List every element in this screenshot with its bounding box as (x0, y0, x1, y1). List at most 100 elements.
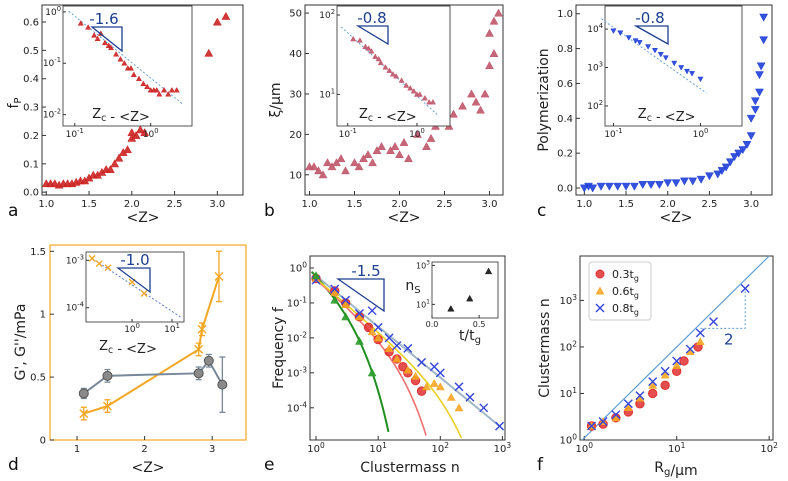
data-point (368, 158, 377, 167)
y-tick-label: 0.3 (23, 103, 39, 114)
inset-plot: 0.0 0.5 101 103 t/tg nS (405, 259, 499, 346)
data-point (309, 162, 319, 171)
inset-data-point (117, 56, 124, 62)
data-point (372, 146, 382, 154)
x-axis-label: Clustermass n (360, 460, 460, 476)
data-point (422, 382, 431, 391)
inset-y-tick-label: 101 (416, 298, 430, 309)
inset-y-tick-label: 102 (587, 99, 603, 112)
y-tick-label: 10-1 (287, 295, 307, 309)
panel-d-moduli-vs-z: 1 2 3 0 0.5 1 1.5 <Z> G', G''/mPa 100 101 10-4 10-3 -… (13, 244, 247, 476)
inset-x-tick-label: 100 (693, 127, 709, 140)
inset-data-point (101, 39, 109, 46)
inset-x-tick-label: 100 (409, 127, 425, 140)
data-point (713, 170, 723, 179)
data-point (688, 177, 698, 186)
inset-data-point (683, 68, 691, 75)
data-point (135, 125, 145, 134)
data-point (717, 167, 727, 176)
data-point (596, 182, 606, 191)
y-tick-label: 0.2 (557, 149, 573, 160)
panel-letter-e: e (264, 455, 274, 475)
slope-triangle (355, 25, 389, 46)
inset-frame (85, 251, 185, 323)
data-point (214, 271, 224, 281)
inset-x-tick-label: 0.5 (473, 320, 486, 329)
legend-marker (595, 286, 605, 295)
legend-label: 0.3tg (612, 268, 639, 283)
data-point (604, 182, 614, 191)
x-tick-label: 3.0 (209, 199, 225, 210)
inset-data-point (135, 75, 142, 82)
data-point (203, 355, 214, 366)
fit-line (581, 255, 770, 441)
x-tick-label: 1.5 (618, 199, 634, 210)
x-tick-label: 2.5 (167, 199, 183, 210)
data-point (318, 170, 328, 179)
inset-y-tick-label: 10-3 (66, 253, 84, 266)
inset-data-point (678, 65, 685, 71)
data-point (598, 416, 608, 426)
data-point (458, 101, 467, 110)
y-tick-label: 30 (289, 89, 302, 100)
inset-data-point (426, 98, 433, 105)
inset-data-point (617, 30, 624, 36)
inset-data-point (651, 48, 658, 54)
data-point (392, 341, 402, 351)
legend-marker (595, 269, 605, 279)
y-axis-label: ξ/µm (268, 82, 284, 117)
slope-label: -1.0 (120, 251, 149, 269)
x-axis-label: <Z> (659, 210, 692, 226)
data-point (106, 164, 115, 173)
data-point (480, 89, 490, 98)
data-point (422, 141, 431, 150)
y-tick-label: 100 (559, 433, 577, 447)
data-point (354, 162, 364, 171)
y-tick-label: 103 (559, 293, 577, 307)
inset-data-point (398, 77, 405, 83)
slope-triangle (116, 267, 151, 294)
data-point (193, 368, 204, 379)
y-tick-label: 0.5 (23, 46, 39, 57)
data-point (479, 403, 489, 413)
y-tick-label: 0.6 (23, 18, 39, 29)
data-point (635, 391, 645, 401)
data-point (446, 392, 456, 401)
y-tick-label: 0.5 (30, 373, 46, 384)
inset-data-point (161, 86, 168, 93)
inset-data-point (91, 32, 98, 38)
fit-curve-green (310, 271, 390, 433)
inset-data-point (484, 267, 493, 275)
x-tick-label: 1.5 (347, 199, 363, 210)
inset-data-point (88, 254, 96, 262)
data-point (621, 182, 631, 191)
data-point (341, 166, 350, 175)
x-tick-label: 1.0 (576, 199, 592, 210)
inset-data-point (389, 71, 396, 77)
data-point (359, 154, 368, 163)
data-point (654, 181, 664, 190)
data-point (695, 337, 705, 346)
data-point (354, 308, 364, 318)
inset-data-point (127, 65, 135, 71)
data-point (395, 150, 404, 159)
inset-data-point (466, 294, 474, 302)
data-point (384, 343, 394, 352)
inset-data-point (447, 304, 455, 312)
data-point (663, 179, 673, 188)
data-point (311, 271, 321, 280)
data-point (734, 149, 744, 158)
data-point (660, 380, 670, 390)
inset-frame (604, 5, 743, 127)
inset-data-point (421, 94, 428, 101)
inset-data-point (625, 35, 632, 41)
inset-x-tick-label: 100 (143, 127, 159, 140)
data-point (398, 361, 408, 372)
inset-data-point (165, 91, 172, 97)
data-point (471, 97, 481, 106)
panel-letter-a: a (8, 201, 18, 221)
slope-triangle (90, 26, 123, 53)
data-point (730, 153, 739, 162)
y-tick-label: 101 (559, 386, 577, 400)
